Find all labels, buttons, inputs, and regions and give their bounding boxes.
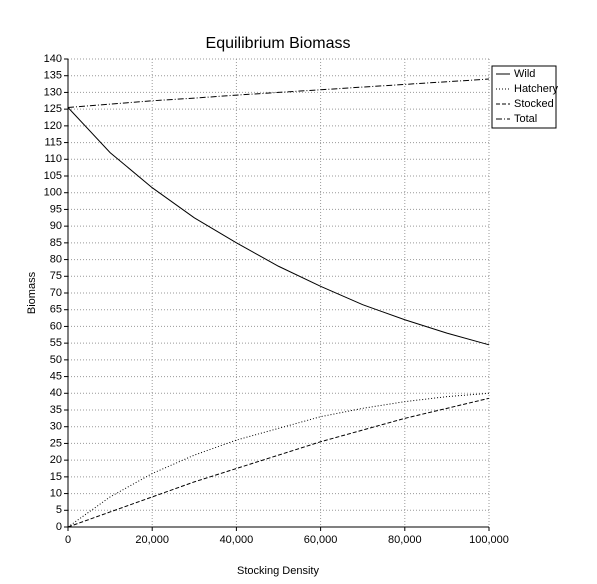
legend-label: Wild <box>514 68 535 80</box>
legend-label: Stocked <box>514 98 554 110</box>
y-tick-label: 60 <box>50 320 62 332</box>
y-tick-label: 100 <box>44 187 62 199</box>
y-tick-label: 75 <box>50 270 62 282</box>
x-tick-label: 100,000 <box>469 534 509 546</box>
y-tick-label: 85 <box>50 237 62 249</box>
series-line <box>67 392 490 528</box>
y-tick-label: 45 <box>50 370 62 382</box>
y-tick-label: 50 <box>50 354 62 366</box>
y-tick-label: 35 <box>50 404 62 416</box>
y-tick-label: 115 <box>44 136 62 148</box>
y-tick-label: 105 <box>44 170 62 182</box>
y-axis-label: Biomass <box>26 271 38 314</box>
x-tick-label: 40,000 <box>220 534 254 546</box>
y-tick-label: 30 <box>50 421 62 433</box>
y-tick-label: 20 <box>50 454 62 466</box>
y-tick-label: 65 <box>50 304 62 316</box>
series-line <box>67 397 490 528</box>
y-tick-label: 70 <box>50 287 62 299</box>
y-tick-label: 80 <box>50 253 62 265</box>
y-tick-label: 15 <box>50 471 62 483</box>
y-tick-label: 110 <box>44 153 62 165</box>
x-tick-label: 0 <box>65 534 71 546</box>
y-tick-label: 55 <box>50 337 62 349</box>
y-tick-label: 135 <box>44 70 62 82</box>
y-tick-label: 130 <box>44 86 62 98</box>
y-tick-label: 25 <box>50 437 62 449</box>
x-axis-label: Stocking Density <box>237 565 319 577</box>
y-tick-label: 95 <box>50 203 62 215</box>
y-tick-label: 0 <box>56 521 62 533</box>
y-tick-label: 10 <box>50 487 62 499</box>
x-tick-label: 60,000 <box>304 534 338 546</box>
legend-label: Hatchery <box>514 83 559 95</box>
y-tick-label: 90 <box>50 220 62 232</box>
series-line <box>67 78 490 108</box>
x-tick-label: 80,000 <box>388 534 422 546</box>
chart-title: Equilibrium Biomass <box>206 35 351 52</box>
x-tick-label: 20,000 <box>135 534 169 546</box>
y-tick-label: 120 <box>44 120 62 132</box>
y-tick-label: 5 <box>56 504 62 516</box>
y-tick-label: 140 <box>44 53 62 65</box>
legend-box <box>491 65 557 129</box>
legend-label: Total <box>514 113 537 125</box>
series-line <box>67 107 490 346</box>
y-tick-label: 125 <box>44 103 62 115</box>
y-tick-label: 40 <box>50 387 62 399</box>
